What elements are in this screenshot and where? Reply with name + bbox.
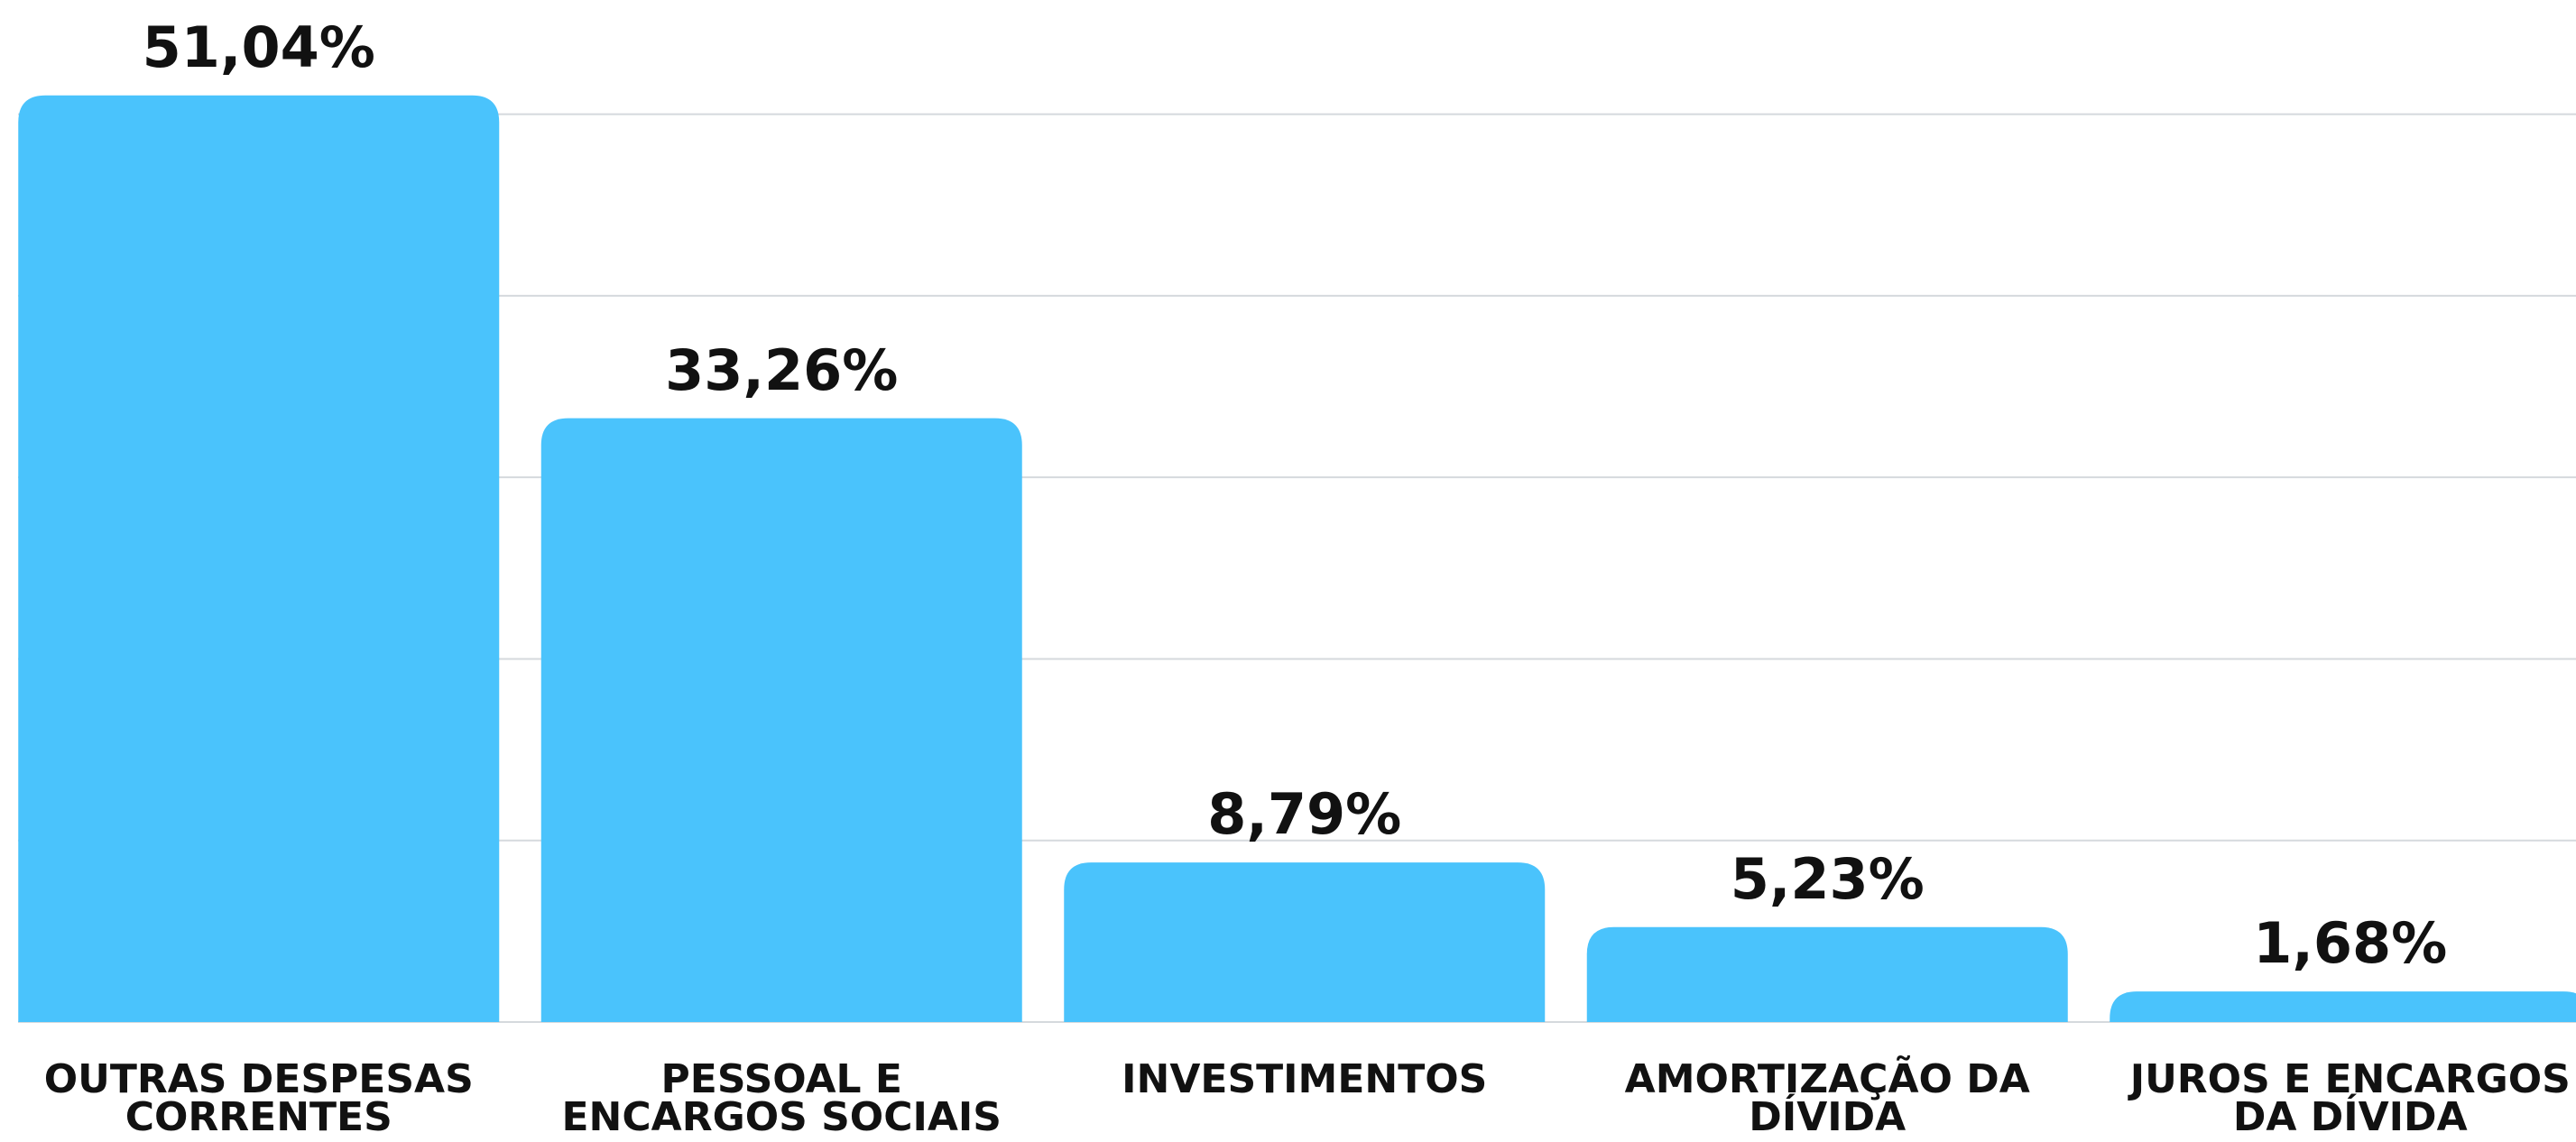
- bar: [1586, 926, 2068, 1022]
- x-tick-label: OUTRAS DESPESAS CORRENTES: [43, 1056, 474, 1140]
- bar: [18, 95, 500, 1023]
- bar: [540, 418, 1022, 1022]
- value-label: 33,26%: [665, 336, 899, 403]
- bar: [1064, 862, 1546, 1022]
- value-label: 1,68%: [2253, 910, 2448, 977]
- x-tick-label: PESSOAL E ENCARGOS SOCIAIS: [561, 1056, 1002, 1140]
- x-tick-label: JUROS E ENCARGOS DA DÍVIDA: [2129, 1056, 2571, 1140]
- value-label: 51,04%: [142, 14, 375, 80]
- value-label: 5,23%: [1730, 845, 1925, 912]
- x-tick-label: INVESTIMENTOS: [1122, 1056, 1488, 1102]
- value-label: 8,79%: [1207, 781, 1402, 848]
- x-tick-label: AMORTIZAÇÃO DA DÍVIDA: [1624, 1056, 2030, 1140]
- bar: [2110, 991, 2576, 1022]
